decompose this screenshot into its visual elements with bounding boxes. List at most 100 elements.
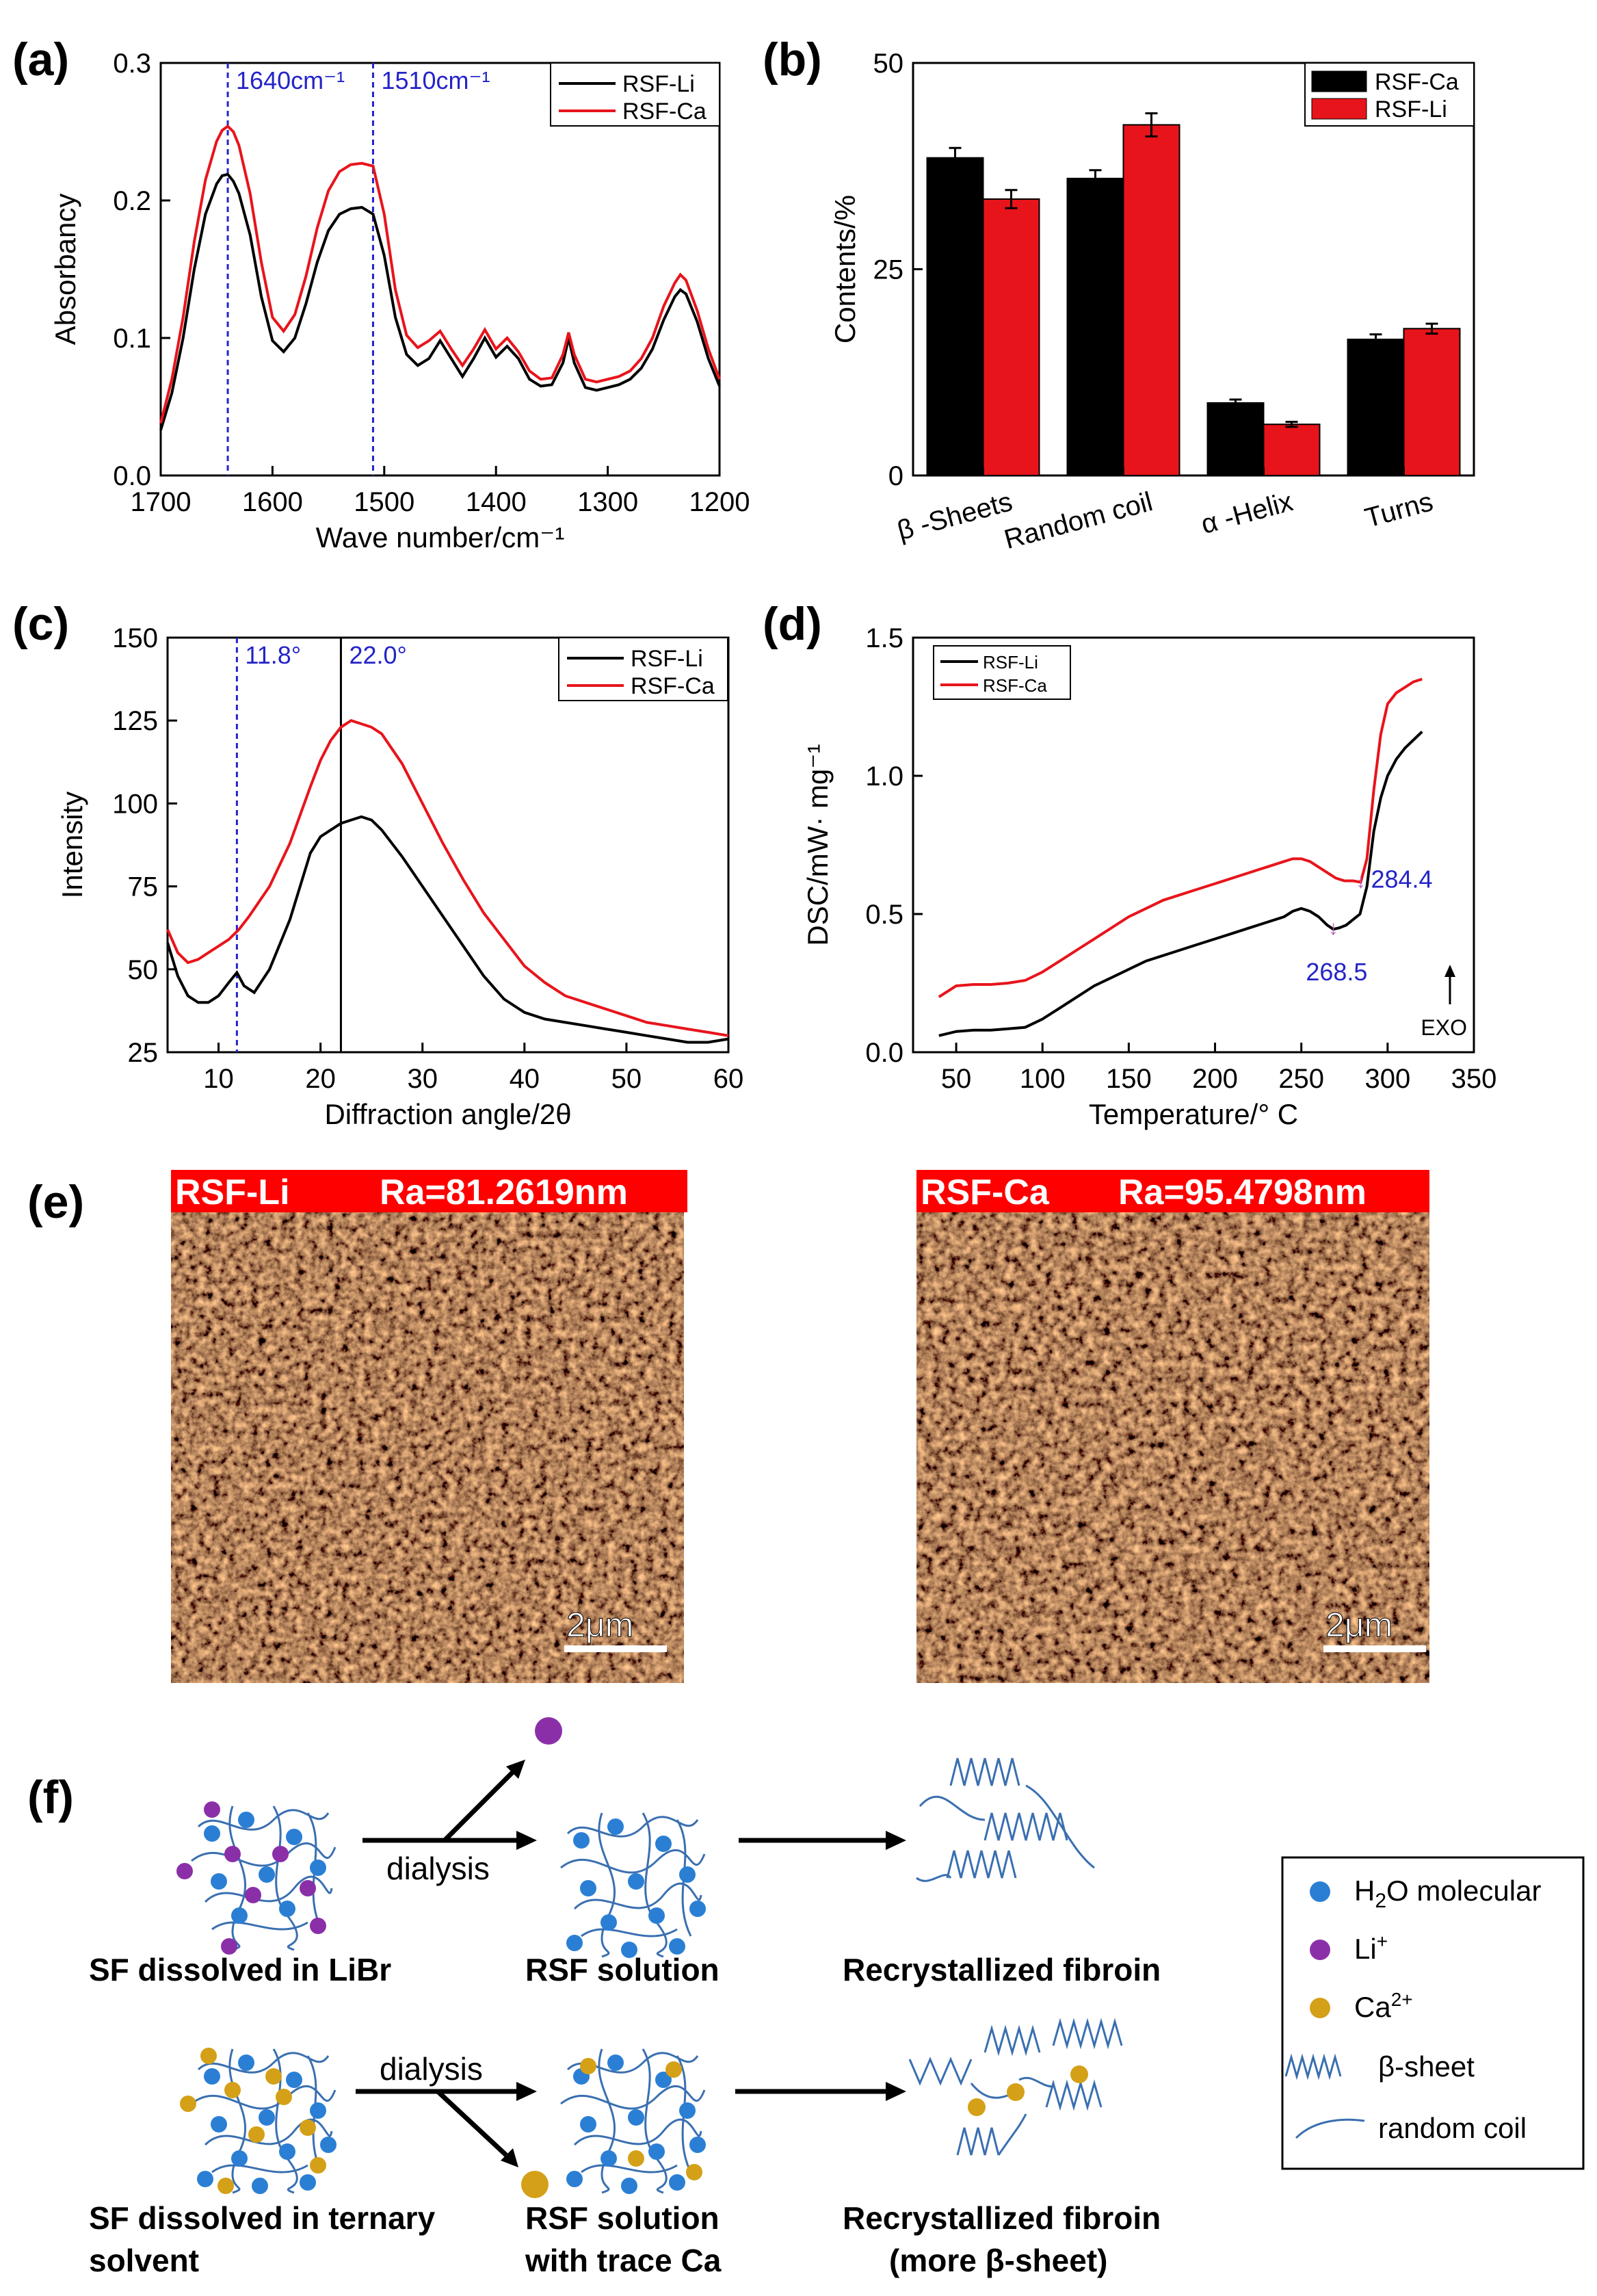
series-line-rsf-ca [938,677,1423,998]
water-molecule [566,2171,583,2187]
annotation-label: 268.5 [1306,958,1367,986]
x-tick-label: 1400 [466,487,527,517]
y-tick-label: 0.0 [865,1038,903,1068]
afm-ra-li: Ra=81.2619nm [380,1173,628,1212]
y-tick-label: 0 [888,461,903,491]
legend-label-rsf-li: RSF-Li [983,652,1038,673]
legend-swatch-rsf-li [1311,98,1367,120]
afm-scale-bar-li [564,1645,667,1652]
molecule-dots [176,1801,706,2194]
legend-swatch-rsf-ca [1311,70,1367,92]
ca-ion [276,2089,292,2105]
li-ion [221,1938,237,1955]
water-molecule [621,1942,637,1958]
label-rsf-trace-1: RSF solution [525,2200,720,2236]
legend-label-rsf-li: RSF-Li [622,71,695,97]
afm-image-rsf-li: RSF-Li Ra=81.2619nm 2μm [171,1170,687,1683]
label-recrystallized-1: Recrystallized fibroin [843,1952,1161,1987]
y-axis-label: Contents/% [829,195,861,343]
ca-ion [248,2126,265,2143]
afm-texture-ca-noise [916,1170,1429,1683]
arrow-head-icon [506,1760,525,1779]
water-molecule [566,1935,583,1951]
beta-sheet-zigzag [1045,2079,1103,2111]
ca-ion [1070,2065,1088,2083]
afm-label-bar-li [171,1170,687,1212]
water-molecule [211,1873,227,1890]
water-molecule [252,2178,268,2194]
plot-frame [159,62,721,477]
water-molecule [310,1860,326,1876]
li-ion [176,1863,193,1879]
beta-sheet-zigzag [1052,2018,1123,2050]
x-tick-label: 1300 [577,487,638,517]
exo-label: EXO [1421,1015,1467,1040]
x-tick-label: 60 [713,1064,744,1094]
xrd-chart: 10 20 30 40 50 60 25 50 75 100 125 150 Diffraction a… [56,623,743,1130]
water-molecule [679,1866,696,1883]
afm-scale-label-ca: 2μm [1325,1606,1393,1644]
legend-label-rsf-li: RSF-Li [1375,96,1447,122]
panel-label-a: (a) [12,34,69,86]
y-axis-label: DSC/mW· mg⁻¹ [802,744,834,945]
water-molecule [286,1829,302,1845]
water-molecule [279,2143,295,2160]
x-tick-label: 50 [611,1064,642,1094]
category-label: Turns [1362,486,1436,534]
ca-ion [300,2119,316,2136]
category-label: α -Helix [1198,486,1296,540]
x-tick-label: 250 [1278,1064,1324,1094]
x-tick-label: 1500 [354,487,414,517]
legend-label-rsf-ca: RSF-Ca [622,99,707,125]
li-icon [1310,1940,1330,1960]
legend-label-rsf-li: RSF-Li [631,646,703,672]
ca-ion [628,2150,644,2167]
water-molecule [607,2054,624,2071]
y-tick-label: 150 [112,623,158,653]
arrow-head-icon [886,2082,906,2101]
water-molecule [238,1812,254,1828]
afm-label-bar-ca [916,1170,1429,1212]
vertical-marker-label: 11.8° [245,641,301,669]
y-axis-label: Intensity [56,792,88,898]
x-axis-label: Temperature/° C [1089,1098,1298,1130]
afm-ra-ca: Ra=95.4798nm [1118,1173,1367,1212]
legend-frame [558,637,728,701]
ftir-chart: 1700 1600 1500 1400 1300 1200 0.0 0.1 0.2 0.3 Wave… [49,49,750,553]
ca-ion [180,2096,196,2112]
legend-li: Li+ [1354,1931,1388,1965]
category-label: β -Sheets [894,486,1016,546]
bar-rsf-li [1403,328,1461,476]
y-tick-label: 75 [128,872,159,902]
panel-label-e: (e) [27,1176,84,1228]
y-tick-label: 1.0 [865,761,903,792]
category-label: Random coil [1001,486,1156,555]
dialysis-label-2: dialysis [380,2051,483,2087]
y-tick-label: 50 [873,49,904,79]
legend-label-rsf-ca: RSF-Ca [983,675,1047,696]
beta-sheet-zigzag [946,1850,1017,1879]
water-molecule [204,2068,220,2085]
legend-label-rsf-ca: RSF-Ca [631,673,715,699]
label-sf-ternary-2: solvent [89,2243,199,2278]
fibroin-row1 [916,1758,1095,1882]
series-line-rsf-li [159,172,721,431]
annotation-marker: ↓ [1356,870,1366,893]
y-tick-label: 125 [112,706,158,736]
panel-label-d: (d) [763,598,822,650]
series-line-rsf-li [938,730,1423,1037]
x-tick-label: 100 [1020,1064,1066,1094]
li-ion [272,1846,289,1862]
legend-label-rsf-ca: RSF-Ca [1375,69,1459,95]
water-molecule [621,2178,637,2194]
beta-sheet-zigzag [956,2127,1000,2156]
beta-sheet-icon [1284,2053,1342,2080]
y-tick-label: 0.3 [113,49,151,79]
y-axis-label: Absorbancy [49,194,81,345]
x-tick-label: 40 [510,1064,540,1094]
series-line-rsf-ca [159,124,721,424]
x-tick-label: 350 [1451,1064,1497,1094]
x-tick-label: 1700 [131,487,192,517]
panel-label-c: (c) [12,598,69,650]
